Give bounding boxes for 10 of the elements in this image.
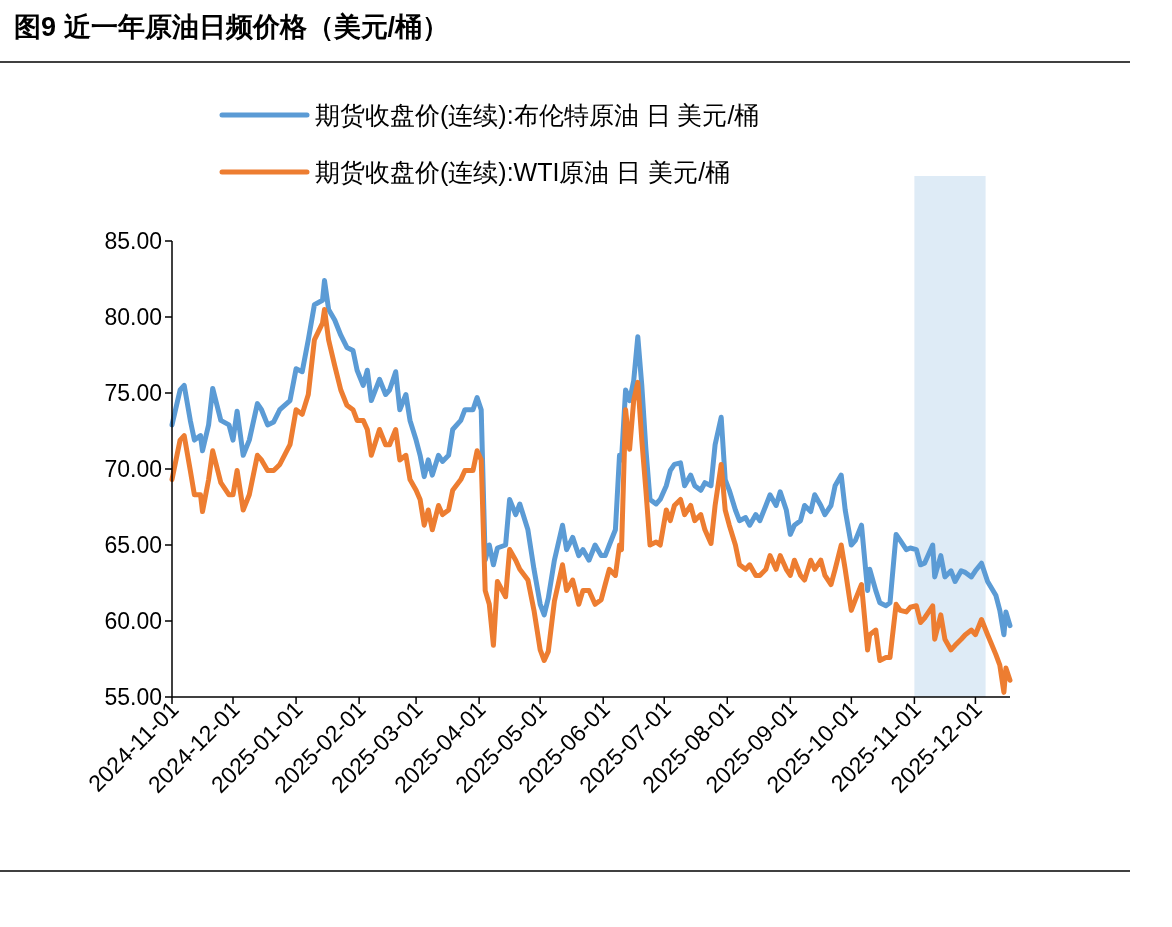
y-tick-label: 70.00 bbox=[104, 456, 162, 482]
y-tick-label: 80.00 bbox=[104, 304, 162, 330]
y-tick-label: 65.00 bbox=[104, 532, 162, 558]
y-tick-label: 55.00 bbox=[104, 684, 162, 710]
legend-label: 期货收盘价(连续):WTI原油 日 美元/桶 bbox=[315, 158, 731, 186]
legend-label: 期货收盘价(连续):布伦特原油 日 美元/桶 bbox=[315, 101, 760, 129]
y-tick-label: 85.00 bbox=[104, 228, 162, 254]
chart-title: 图9 近一年原油日频价格（美元/桶） bbox=[14, 12, 450, 42]
y-tick-label: 75.00 bbox=[104, 380, 162, 406]
y-tick-label: 60.00 bbox=[104, 608, 162, 634]
